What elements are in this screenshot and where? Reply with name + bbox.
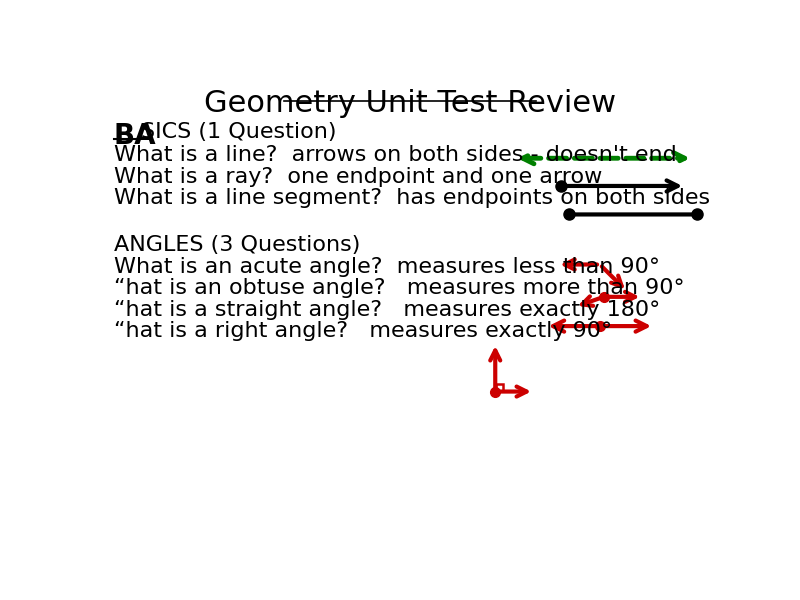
Text: What is an acute angle?  measures less than 90°: What is an acute angle? measures less th… bbox=[114, 257, 660, 277]
Text: “hat is a straight angle?   measures exactly 180°: “hat is a straight angle? measures exact… bbox=[114, 300, 660, 320]
Text: What is a line segment?  has endpoints on both sides: What is a line segment? has endpoints on… bbox=[114, 188, 710, 208]
Text: What is a ray?  one endpoint and one arrow: What is a ray? one endpoint and one arro… bbox=[114, 167, 602, 187]
Text: SICS (1 Question): SICS (1 Question) bbox=[141, 122, 337, 142]
Bar bbox=[496, 384, 503, 391]
Text: “hat is a right angle?   measures exactly 90°: “hat is a right angle? measures exactly … bbox=[114, 322, 612, 341]
Text: Geometry Unit Test Review: Geometry Unit Test Review bbox=[204, 89, 616, 118]
Text: What is a line?  arrows on both sides - doesn't end: What is a line? arrows on both sides - d… bbox=[114, 145, 677, 165]
FancyArrowPatch shape bbox=[523, 152, 685, 164]
Text: BA: BA bbox=[114, 122, 157, 150]
FancyArrowPatch shape bbox=[564, 181, 678, 191]
Text: ANGLES (3 Questions): ANGLES (3 Questions) bbox=[114, 235, 360, 255]
FancyArrowPatch shape bbox=[553, 320, 646, 332]
Text: “hat is an obtuse angle?   measures more than 90°: “hat is an obtuse angle? measures more t… bbox=[114, 278, 685, 298]
